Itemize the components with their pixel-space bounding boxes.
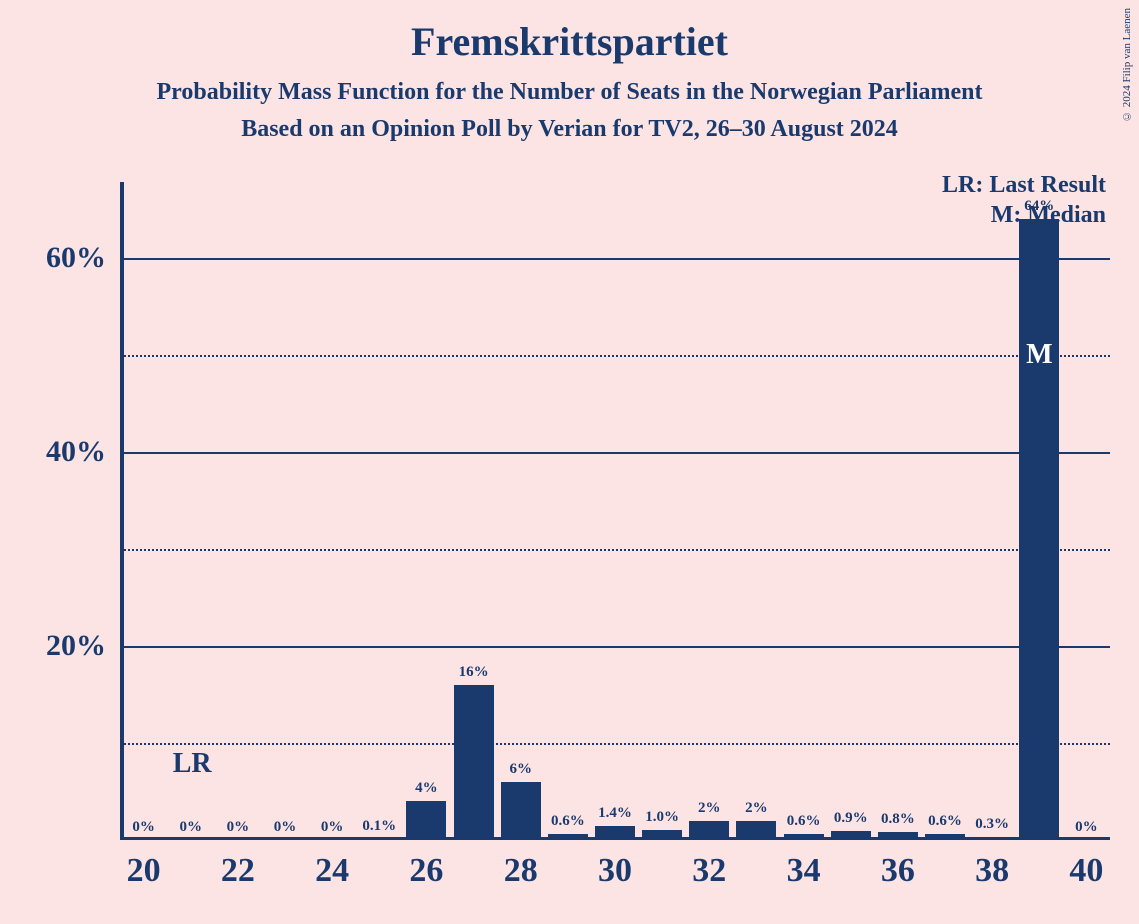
bar-value-label: 0% — [132, 819, 155, 836]
bar-value-label: 2% — [698, 800, 721, 817]
y-tick-label: 40% — [46, 435, 106, 469]
bar-value-label: 1.0% — [645, 809, 679, 826]
bar: 0.9% — [831, 831, 871, 840]
x-tick-label: 24 — [315, 852, 349, 890]
x-tick-label: 30 — [598, 852, 632, 890]
bar: 2% — [689, 821, 729, 840]
x-tick-label: 20 — [127, 852, 161, 890]
x-tick-label: 28 — [504, 852, 538, 890]
grid-major — [120, 452, 1110, 454]
x-tick-label: 26 — [409, 852, 443, 890]
bar-value-label: 0% — [227, 819, 250, 836]
bar-value-label: 0% — [179, 819, 202, 836]
bar: 0.6% — [548, 834, 588, 840]
y-tick-label: 20% — [46, 629, 106, 663]
grid-major — [120, 258, 1110, 260]
bar: 16% — [454, 685, 494, 840]
legend-last-result: LR: Last Result — [942, 172, 1106, 199]
bar-value-label: 64% — [1024, 198, 1054, 215]
y-axis-line — [120, 182, 124, 840]
bar-value-label: 0% — [274, 819, 297, 836]
chart-title: Fremskrittspartiet — [0, 18, 1139, 65]
bar: 4% — [406, 801, 446, 840]
chart-subtitle-1: Probability Mass Function for the Number… — [0, 79, 1139, 106]
bar-value-label: 2% — [745, 800, 768, 817]
grid-major — [120, 646, 1110, 648]
last-result-marker: LR — [173, 748, 212, 780]
x-tick-label: 34 — [787, 852, 821, 890]
bar: 0.6% — [925, 834, 965, 840]
bar-value-label: 0.8% — [881, 811, 915, 828]
bar-value-label: 0% — [321, 819, 344, 836]
bar-value-label: 1.4% — [598, 805, 632, 822]
bar: 1.4% — [595, 826, 635, 840]
bar: 0.6% — [784, 834, 824, 840]
bar-value-label: 16% — [459, 664, 489, 681]
grid-minor — [120, 743, 1110, 745]
x-tick-label: 32 — [692, 852, 726, 890]
grid-minor — [120, 355, 1110, 357]
median-marker: M — [1026, 339, 1052, 371]
bar-value-label: 0.6% — [928, 813, 962, 830]
bar-value-label: 0.6% — [551, 813, 585, 830]
bar: 6% — [501, 782, 541, 840]
x-tick-label: 38 — [975, 852, 1009, 890]
chart-container: Fremskrittspartiet Probability Mass Func… — [0, 0, 1139, 924]
bar-value-label: 0% — [1075, 819, 1098, 836]
plot-area: LR: Last Result M: Median 20%40%60%20222… — [120, 200, 1110, 840]
bar: 0.3% — [972, 837, 1012, 840]
bar: 64%M — [1019, 219, 1059, 840]
x-tick-label: 36 — [881, 852, 915, 890]
bar: 2% — [736, 821, 776, 840]
chart-subtitle-2: Based on an Opinion Poll by Verian for T… — [0, 116, 1139, 143]
bar: 0.1% — [359, 839, 399, 840]
bar-value-label: 6% — [509, 761, 532, 778]
bar-value-label: 0.3% — [975, 816, 1009, 833]
bar: 1.0% — [642, 830, 682, 840]
bar-value-label: 0.1% — [362, 818, 396, 835]
grid-minor — [120, 549, 1110, 551]
x-tick-label: 40 — [1069, 852, 1103, 890]
x-tick-label: 22 — [221, 852, 255, 890]
bar: 0.8% — [878, 832, 918, 840]
bar-value-label: 0.6% — [787, 813, 821, 830]
bar-value-label: 0.9% — [834, 810, 868, 827]
copyright-text: © 2024 Filip van Laenen — [1121, 8, 1133, 122]
y-tick-label: 60% — [46, 241, 106, 275]
bar-value-label: 4% — [415, 780, 438, 797]
